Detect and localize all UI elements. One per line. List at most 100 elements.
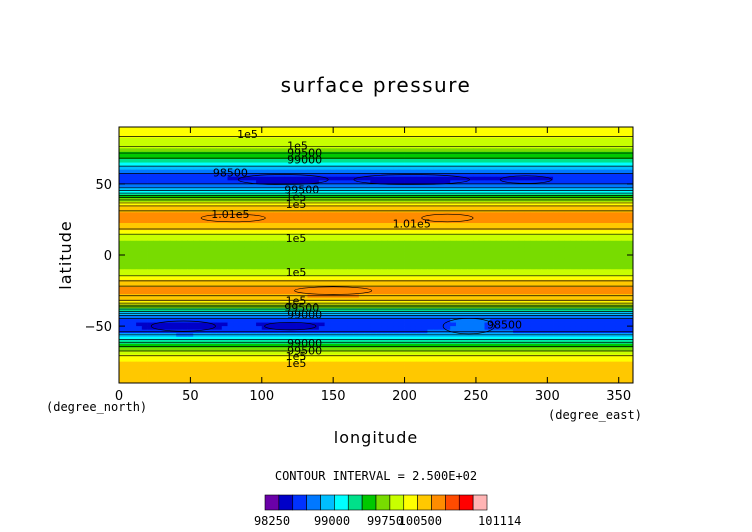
field-cell bbox=[541, 141, 548, 146]
field-cell bbox=[518, 159, 525, 163]
field-cell bbox=[541, 201, 548, 206]
field-cell bbox=[170, 230, 177, 235]
field-cell bbox=[478, 269, 485, 274]
field-cell bbox=[421, 176, 428, 181]
field-cell bbox=[558, 134, 565, 139]
field-cell bbox=[547, 258, 554, 263]
field-cell bbox=[238, 244, 246, 249]
field-cell bbox=[490, 155, 497, 160]
field-cell bbox=[307, 237, 314, 242]
field-cell bbox=[415, 315, 423, 320]
field-cell bbox=[398, 233, 405, 238]
field-cell bbox=[221, 240, 228, 245]
field-cell bbox=[553, 311, 560, 316]
field-cell bbox=[176, 173, 183, 178]
field-cell bbox=[558, 308, 565, 313]
field-cell bbox=[461, 212, 468, 217]
field-cell bbox=[558, 255, 565, 259]
field-cell bbox=[513, 176, 520, 181]
field-cell bbox=[376, 194, 383, 199]
field-cell bbox=[261, 287, 268, 291]
field-cell bbox=[170, 127, 177, 131]
field-cell bbox=[398, 272, 405, 277]
field-cell bbox=[290, 262, 297, 267]
field-cell bbox=[427, 155, 434, 160]
field-cell bbox=[358, 219, 365, 224]
field-cell bbox=[198, 134, 206, 139]
field-cell bbox=[615, 311, 622, 316]
field-cell bbox=[490, 127, 497, 131]
field-cell bbox=[358, 183, 365, 188]
field-cell bbox=[581, 308, 588, 313]
field-cell bbox=[204, 244, 211, 249]
field-cell bbox=[558, 287, 565, 291]
field-cell bbox=[581, 272, 588, 277]
field-cell bbox=[238, 315, 246, 320]
field-cell bbox=[238, 287, 246, 291]
field-cell bbox=[535, 290, 543, 295]
field-cell bbox=[507, 297, 514, 302]
field-cell bbox=[136, 155, 143, 160]
field-cell bbox=[119, 265, 126, 270]
field-cell bbox=[278, 290, 286, 295]
field-cell bbox=[158, 240, 166, 245]
field-cell bbox=[250, 180, 257, 185]
field-cell bbox=[404, 308, 411, 313]
field-cell bbox=[541, 127, 548, 131]
field-cell bbox=[221, 183, 228, 188]
field-cell bbox=[547, 219, 554, 224]
field-cell bbox=[530, 141, 537, 146]
field-cell bbox=[593, 127, 600, 131]
field-cell bbox=[621, 290, 628, 295]
field-cell bbox=[604, 262, 611, 267]
field-cell bbox=[393, 240, 400, 245]
field-cell bbox=[124, 201, 131, 206]
field-cell bbox=[598, 127, 605, 131]
field-cell bbox=[130, 230, 137, 235]
field-cell bbox=[301, 212, 308, 217]
field-cell bbox=[330, 230, 337, 235]
field-cell bbox=[564, 319, 571, 323]
field-cell bbox=[564, 166, 571, 171]
field-cell bbox=[227, 269, 234, 274]
field-cell bbox=[570, 215, 577, 220]
field-cell bbox=[535, 169, 543, 174]
field-cell bbox=[393, 297, 400, 302]
field-cell bbox=[216, 240, 223, 245]
field-cell bbox=[256, 134, 263, 139]
field-cell bbox=[410, 272, 417, 277]
field-cell bbox=[307, 258, 314, 263]
field-cell bbox=[604, 159, 611, 163]
field-cell bbox=[564, 130, 571, 135]
field-cell bbox=[387, 219, 394, 224]
field-cell bbox=[158, 272, 166, 277]
field-cell bbox=[530, 244, 537, 249]
field-cell bbox=[324, 315, 331, 320]
field-cell bbox=[153, 311, 160, 316]
field-cell bbox=[278, 272, 286, 277]
field-cell bbox=[130, 319, 137, 323]
field-cell bbox=[124, 215, 131, 220]
field-cell bbox=[575, 251, 582, 256]
field-cell bbox=[136, 201, 143, 206]
field-cell bbox=[621, 127, 628, 131]
field-cell bbox=[553, 166, 560, 171]
field-cell bbox=[119, 233, 126, 238]
field-cell bbox=[404, 265, 411, 270]
field-cell bbox=[581, 283, 588, 288]
field-cell bbox=[581, 279, 588, 284]
field-cell bbox=[621, 137, 628, 142]
field-cell bbox=[256, 162, 263, 167]
field-cell bbox=[256, 183, 263, 188]
field-cell bbox=[244, 255, 251, 259]
field-cell bbox=[187, 251, 194, 256]
field-cell bbox=[387, 134, 394, 139]
field-cell bbox=[187, 183, 194, 188]
field-cell bbox=[598, 137, 605, 142]
field-cell bbox=[484, 127, 491, 131]
field-cell bbox=[347, 180, 354, 185]
field-cell bbox=[313, 183, 320, 188]
field-cell bbox=[250, 219, 257, 224]
field-cell bbox=[261, 159, 268, 163]
field-cell bbox=[256, 212, 263, 217]
